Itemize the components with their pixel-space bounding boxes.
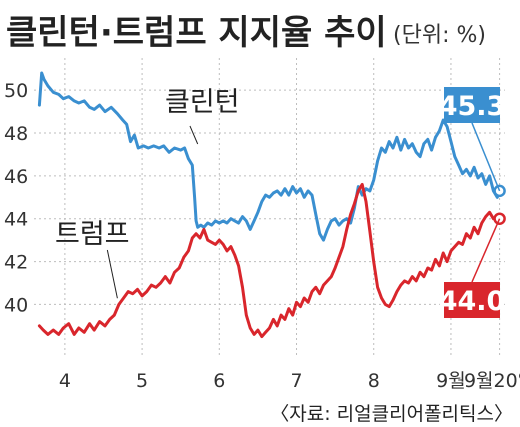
trump-callout-pointer [471, 218, 501, 283]
grid-lines [34, 58, 505, 358]
chart-title: 클린턴·트럼프 지지율 추이 [6, 13, 387, 53]
x-tick-label: 9월 [436, 370, 466, 392]
x-tick-label: 4 [59, 370, 71, 392]
y-axis-ticks: 40 42 44 46 48 50 [4, 80, 28, 316]
x-tick-label: 9월20일 [464, 370, 520, 392]
unit-label: (단위: %) [393, 23, 486, 48]
clinton-callout-box [444, 87, 500, 123]
trump-line [37, 182, 502, 339]
trump-series-label: 트럼프 [55, 219, 130, 250]
x-tick-label: 5 [136, 370, 148, 392]
y-tick-label: 46 [4, 166, 28, 188]
clinton-series-label: 클린턴 [165, 87, 240, 118]
y-tick-label: 42 [4, 252, 28, 274]
trump-callout-value: 44.0 [439, 286, 506, 317]
y-tick-label: 40 [4, 294, 28, 316]
trump-leader-line [106, 249, 118, 299]
clinton-callout-pointer [471, 122, 501, 192]
source-note: 〈자료: 리얼클리어폴리틱스〉 [270, 403, 513, 425]
trump-callout-box [444, 282, 500, 318]
x-tick-label: 8 [368, 370, 380, 392]
series-group [37, 71, 506, 339]
clinton-line [37, 71, 502, 242]
x-axis-ticks: 4 5 6 7 8 9월9월20일 [59, 370, 520, 392]
y-tick-label: 50 [4, 80, 28, 102]
x-tick-label: 6 [213, 370, 225, 392]
x-tick-label: 7 [290, 370, 302, 392]
y-tick-label: 48 [4, 123, 28, 145]
clinton-leader-line [189, 125, 199, 145]
y-tick-label: 44 [4, 209, 28, 231]
clinton-callout-value: 45.3 [439, 91, 506, 122]
